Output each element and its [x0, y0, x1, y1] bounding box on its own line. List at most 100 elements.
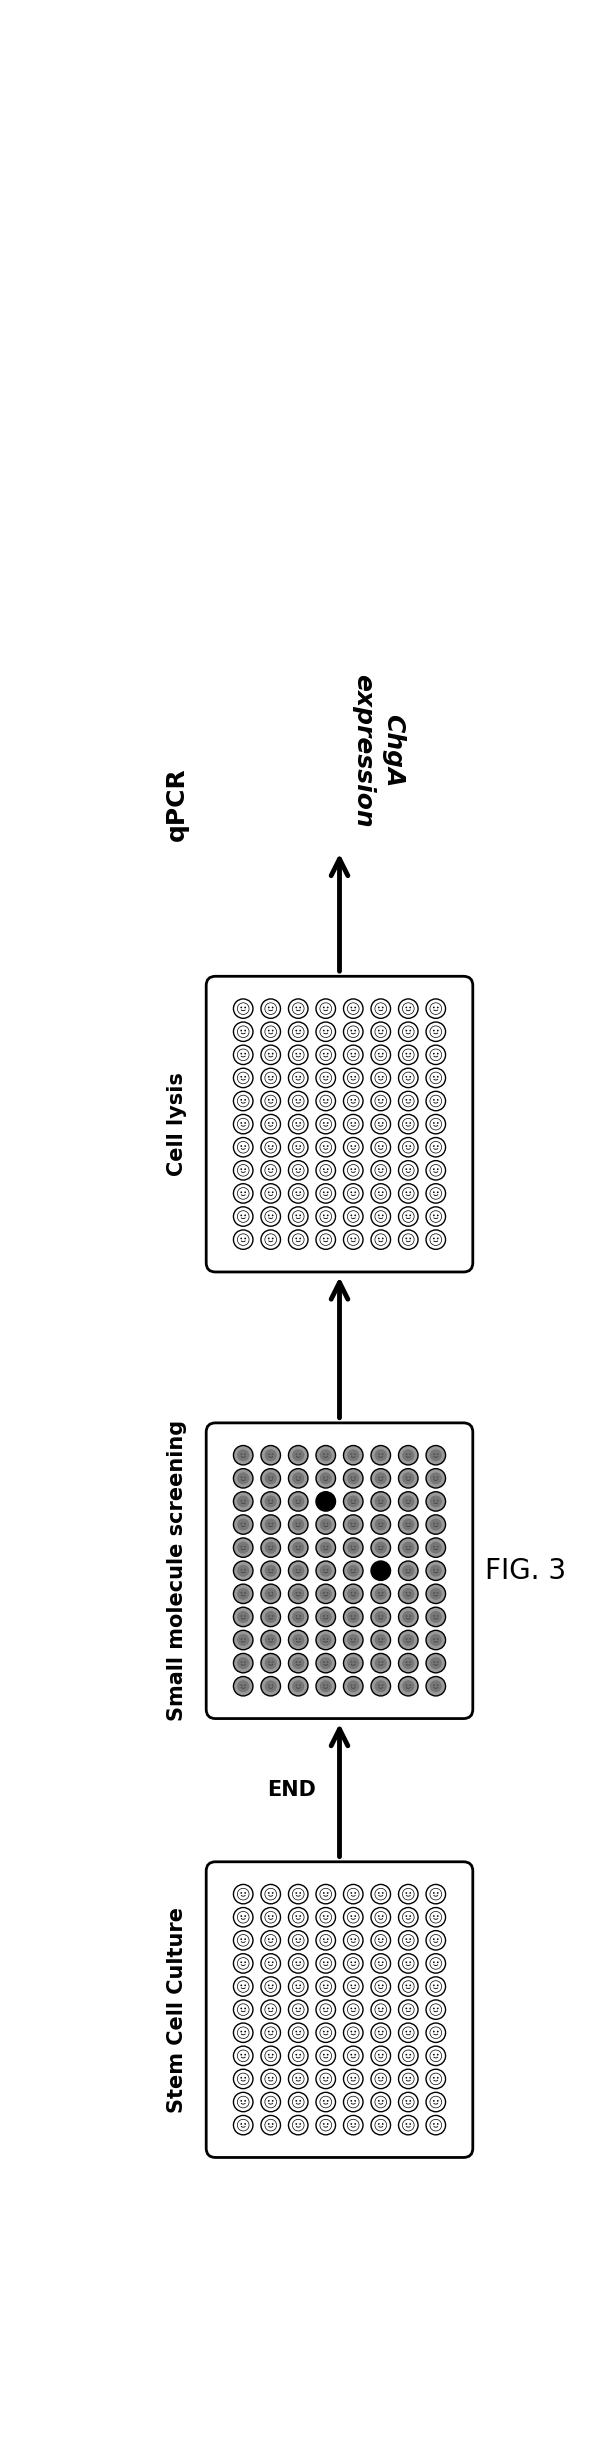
Circle shape	[398, 1978, 418, 1995]
Circle shape	[402, 1565, 414, 1577]
Circle shape	[316, 1931, 336, 1951]
Circle shape	[316, 1184, 336, 1204]
Circle shape	[288, 1069, 308, 1088]
Circle shape	[261, 1538, 280, 1558]
Circle shape	[288, 1000, 308, 1017]
Circle shape	[426, 1931, 446, 1951]
Circle shape	[371, 1607, 390, 1627]
Circle shape	[402, 1612, 414, 1624]
Circle shape	[344, 1022, 363, 1042]
Circle shape	[316, 1978, 336, 1995]
Circle shape	[261, 1000, 280, 1017]
Circle shape	[288, 1445, 308, 1464]
Circle shape	[344, 1931, 363, 1951]
Circle shape	[261, 1469, 280, 1489]
Circle shape	[398, 1069, 418, 1088]
Circle shape	[292, 1472, 304, 1484]
Circle shape	[426, 2093, 446, 2111]
Circle shape	[261, 1931, 280, 1951]
Circle shape	[426, 1184, 446, 1204]
Circle shape	[344, 2069, 363, 2088]
Circle shape	[320, 1634, 332, 1646]
Circle shape	[288, 1138, 308, 1157]
Circle shape	[426, 1654, 446, 1673]
Circle shape	[426, 2115, 446, 2135]
Circle shape	[261, 2069, 280, 2088]
Circle shape	[261, 1491, 280, 1511]
Circle shape	[371, 1978, 390, 1995]
Circle shape	[292, 1450, 304, 1462]
Circle shape	[371, 1000, 390, 1017]
Circle shape	[233, 1953, 253, 1973]
Circle shape	[375, 1612, 387, 1624]
Circle shape	[288, 1044, 308, 1064]
Circle shape	[344, 2093, 363, 2111]
Circle shape	[371, 1445, 390, 1464]
Circle shape	[288, 2000, 308, 2020]
Circle shape	[233, 1978, 253, 1995]
Circle shape	[398, 1516, 418, 1533]
Circle shape	[316, 1560, 336, 1580]
Circle shape	[344, 2047, 363, 2066]
Circle shape	[233, 1538, 253, 1558]
Circle shape	[288, 1953, 308, 1973]
Circle shape	[292, 1681, 304, 1693]
Circle shape	[261, 1676, 280, 1695]
Circle shape	[426, 1469, 446, 1489]
Circle shape	[430, 1681, 442, 1693]
Circle shape	[237, 1612, 249, 1624]
Circle shape	[261, 2047, 280, 2066]
Circle shape	[261, 1138, 280, 1157]
Circle shape	[316, 1516, 336, 1533]
Circle shape	[316, 1654, 336, 1673]
Circle shape	[347, 1656, 359, 1668]
Circle shape	[398, 1931, 418, 1951]
Circle shape	[264, 1518, 277, 1531]
Circle shape	[371, 1022, 390, 1042]
Circle shape	[426, 1538, 446, 1558]
Circle shape	[233, 2115, 253, 2135]
Circle shape	[371, 1631, 390, 1649]
Circle shape	[288, 1607, 308, 1627]
Circle shape	[371, 1885, 390, 1904]
Circle shape	[430, 1612, 442, 1624]
Circle shape	[316, 1631, 336, 1649]
Circle shape	[375, 1541, 387, 1553]
Circle shape	[261, 1160, 280, 1179]
Circle shape	[426, 1115, 446, 1133]
Circle shape	[371, 2000, 390, 2020]
Circle shape	[288, 1931, 308, 1951]
Circle shape	[320, 1450, 332, 1462]
Circle shape	[261, 1231, 280, 1248]
Circle shape	[233, 1160, 253, 1179]
Circle shape	[371, 1654, 390, 1673]
Circle shape	[344, 1907, 363, 1926]
Circle shape	[344, 1676, 363, 1695]
Circle shape	[430, 1496, 442, 1509]
FancyBboxPatch shape	[206, 1423, 473, 1717]
Circle shape	[261, 1885, 280, 1904]
Circle shape	[398, 2093, 418, 2111]
Text: Small molecule screening: Small molecule screening	[167, 1420, 187, 1722]
Circle shape	[371, 1931, 390, 1951]
Circle shape	[347, 1565, 359, 1577]
Circle shape	[288, 1184, 308, 1204]
Circle shape	[344, 1654, 363, 1673]
Circle shape	[237, 1656, 249, 1668]
Circle shape	[233, 1022, 253, 1042]
Circle shape	[371, 1091, 390, 1111]
Circle shape	[292, 1612, 304, 1624]
Circle shape	[347, 1518, 359, 1531]
Circle shape	[426, 1022, 446, 1042]
Circle shape	[371, 1184, 390, 1204]
Circle shape	[347, 1472, 359, 1484]
Circle shape	[344, 1491, 363, 1511]
Circle shape	[233, 1044, 253, 1064]
Circle shape	[288, 1676, 308, 1695]
FancyBboxPatch shape	[206, 1862, 473, 2157]
Circle shape	[288, 1885, 308, 1904]
Circle shape	[316, 1091, 336, 1111]
Circle shape	[233, 2093, 253, 2111]
Circle shape	[237, 1518, 249, 1531]
Circle shape	[398, 1184, 418, 1204]
